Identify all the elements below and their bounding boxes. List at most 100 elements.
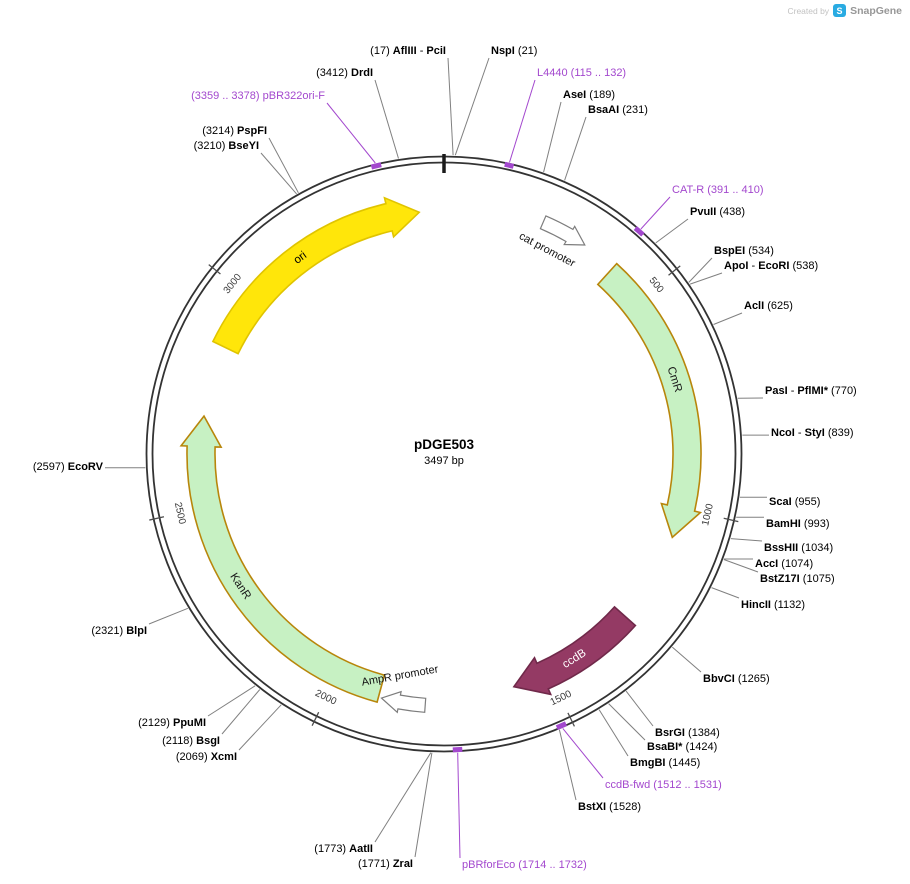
restriction-site-label: AccI (1074) bbox=[755, 558, 813, 570]
site-leader-line bbox=[221, 689, 261, 735]
restriction-site-label: (2069) XcmI bbox=[176, 751, 237, 763]
tick-label: 500 bbox=[647, 275, 666, 295]
primer-label: pBRforEco (1714 .. 1732) bbox=[462, 859, 587, 871]
site-leader-line bbox=[447, 57, 454, 156]
tick-mark bbox=[149, 516, 165, 521]
watermark: Created by S SnapGene bbox=[787, 4, 902, 17]
feature-ori-arrow bbox=[211, 196, 421, 355]
restriction-site-label: AseI (189) bbox=[563, 89, 615, 101]
primer-label: (3359 .. 3378) pBR322ori-F bbox=[191, 90, 325, 102]
watermark-created-by-label: Created by bbox=[787, 5, 830, 16]
promoter-cat-arrow bbox=[539, 215, 586, 246]
site-leader-line bbox=[414, 752, 433, 858]
site-leader-line bbox=[148, 607, 189, 625]
feature-cmr-arrow bbox=[596, 262, 703, 539]
primer-site-mark-l4440 bbox=[504, 161, 515, 169]
feature-ccdb-arrow bbox=[512, 605, 637, 696]
restriction-site-label: (2118) BsgI bbox=[162, 735, 220, 747]
site-leader-line bbox=[608, 703, 646, 741]
tick-mark bbox=[311, 711, 320, 726]
tick-label: 3000 bbox=[222, 272, 245, 297]
restriction-site-label: NspI (21) bbox=[491, 45, 537, 57]
tick-mark bbox=[668, 265, 681, 276]
site-leader-line bbox=[723, 559, 759, 573]
primer-label: CAT-R (391 .. 410) bbox=[672, 184, 764, 196]
restriction-site-label: BstXI (1528) bbox=[578, 801, 641, 813]
restriction-site-label: BsaAI (231) bbox=[588, 104, 648, 116]
site-leader-line bbox=[260, 152, 297, 195]
site-leader-line bbox=[625, 690, 654, 727]
tick-mark bbox=[208, 264, 221, 275]
site-leader-line bbox=[374, 752, 432, 843]
feature-kanr-arrow bbox=[179, 414, 386, 704]
restriction-site-label: (17) AflIII - PciI bbox=[370, 45, 446, 57]
restriction-site-label: (3412) DrdI bbox=[316, 67, 373, 79]
site-leader-line bbox=[543, 101, 562, 173]
site-leader-line bbox=[268, 137, 299, 194]
site-leader-line bbox=[207, 685, 256, 717]
primer-leader-line bbox=[562, 728, 604, 779]
primer-site-mark-cat-r bbox=[633, 226, 645, 237]
tick-label: 2500 bbox=[172, 501, 188, 526]
restriction-site-label: AclI (625) bbox=[744, 300, 793, 312]
site-leader-line bbox=[374, 79, 399, 159]
site-leader-line bbox=[564, 116, 587, 181]
restriction-site-label: (1773) AatII bbox=[314, 843, 373, 855]
restriction-site-label: HincII (1132) bbox=[741, 599, 805, 611]
primer-leader-line bbox=[640, 196, 671, 230]
restriction-site-label: ApoI - EcoRI (538) bbox=[724, 260, 818, 272]
restriction-site-label: ScaI (955) bbox=[769, 496, 820, 508]
watermark-brand-label: SnapGene bbox=[850, 4, 902, 17]
restriction-site-label: (3210) BseYI bbox=[194, 140, 259, 152]
restriction-site-label: BsaBI* (1424) bbox=[647, 741, 717, 753]
site-leader-line bbox=[238, 704, 282, 751]
restriction-site-label: NcoI - StyI (839) bbox=[771, 427, 854, 439]
site-leader-line bbox=[598, 709, 629, 757]
plasmid-map-generated-content: 50010001500200025003000oriCmRccdBKanRcat… bbox=[33, 45, 857, 871]
tick-mark bbox=[567, 712, 575, 727]
restriction-site-label: (2321) BlpI bbox=[91, 625, 147, 637]
tick-label: 1000 bbox=[700, 502, 716, 527]
restriction-site-label: PasI - PflMI* (770) bbox=[765, 385, 857, 397]
promoter-ampr-arrow bbox=[380, 690, 427, 714]
restriction-site-label: BmgBI (1445) bbox=[630, 757, 700, 769]
restriction-site-label: (1771) ZraI bbox=[358, 858, 413, 870]
site-leader-line bbox=[454, 57, 490, 156]
site-leader-line bbox=[689, 272, 723, 285]
restriction-site-label: BstZ17I (1075) bbox=[760, 573, 835, 585]
restriction-site-label: BamHI (993) bbox=[766, 518, 830, 530]
site-leader-line bbox=[688, 257, 713, 283]
restriction-site-label: (3214) PspFI bbox=[202, 125, 267, 137]
primer-label: ccdB-fwd (1512 .. 1531) bbox=[605, 779, 722, 791]
plasmid-name: pDGE503 bbox=[414, 437, 475, 452]
tick-label: 1500 bbox=[549, 688, 574, 708]
tick-mark bbox=[723, 517, 739, 523]
plasmid-size: 3497 bp bbox=[424, 455, 464, 467]
primer-leader-line bbox=[457, 752, 461, 859]
primer-label: L4440 (115 .. 132) bbox=[537, 67, 626, 79]
primer-leader-line bbox=[326, 102, 376, 164]
tick-label: 2000 bbox=[313, 688, 338, 708]
restriction-site-label: BbvCI (1265) bbox=[703, 673, 770, 685]
primer-leader-line bbox=[509, 79, 536, 163]
restriction-site-label: (2129) PpuMI bbox=[138, 717, 206, 729]
site-leader-line bbox=[671, 646, 702, 673]
primer-site-mark-ccdb-fwd bbox=[555, 721, 568, 731]
promoter-ampr-label: AmpR promoter bbox=[361, 663, 440, 688]
site-leader-line bbox=[655, 218, 689, 244]
plasmid-ring-outer bbox=[145, 155, 743, 753]
snapgene-logo-icon: S bbox=[833, 4, 847, 17]
plasmid-ring-inner bbox=[151, 161, 737, 747]
restriction-site-label: (2597) EcoRV bbox=[33, 461, 104, 473]
site-leader-line bbox=[713, 312, 743, 325]
site-leader-line bbox=[711, 587, 740, 599]
primer-site-mark-pbr322ori-f bbox=[370, 162, 382, 170]
restriction-site-label: PvuII (438) bbox=[690, 206, 745, 218]
restriction-site-label: BssHII (1034) bbox=[764, 542, 833, 554]
site-leader-line bbox=[558, 729, 577, 801]
restriction-site-label: BspEI (534) bbox=[714, 245, 774, 257]
restriction-site-label: BsrGI (1384) bbox=[655, 727, 720, 739]
primer-site-mark-pbrforeco bbox=[452, 746, 463, 753]
